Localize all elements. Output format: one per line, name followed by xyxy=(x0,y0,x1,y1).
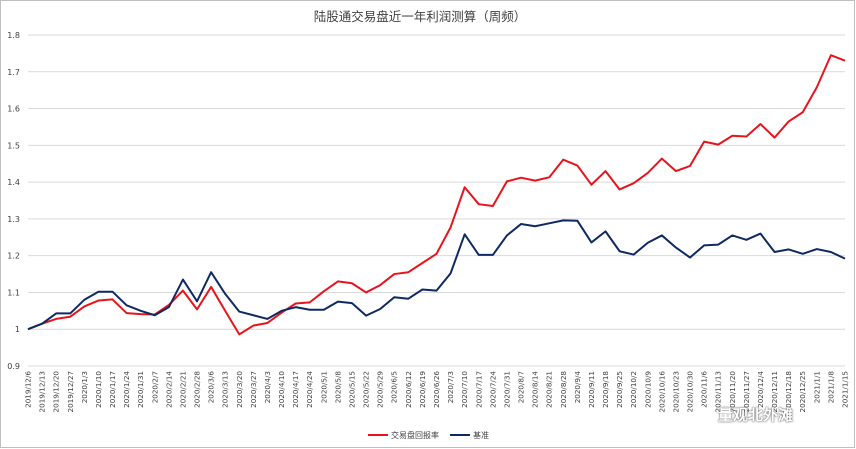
y-tick-label: 1.3 xyxy=(7,215,20,224)
x-tick-label: 2020/5/29 xyxy=(376,371,385,408)
chart-title: 陆股通交易盘近一年利润测算（周频） xyxy=(314,9,527,24)
x-tick-label: 2020/7/3 xyxy=(446,371,455,403)
y-tick-label: 1.5 xyxy=(7,141,20,150)
gridlines xyxy=(28,34,845,367)
x-tick-label: 2020/2/28 xyxy=(193,371,202,408)
legend: 交易盘回报率 基准 xyxy=(368,430,489,440)
x-tick-label: 2020/12/11 xyxy=(770,371,779,412)
x-tick-label: 2020/2/14 xyxy=(164,371,173,408)
watermark: 量观北外滩 xyxy=(692,403,793,425)
x-tick-label: 2020/5/22 xyxy=(362,371,371,408)
x-tick-label: 2020/8/14 xyxy=(531,371,540,408)
y-axis-ticks: 0.9 1 1.1 1.2 1.3 1.4 1.5 1.6 1.7 1.8 xyxy=(7,31,20,371)
y-tick-label: 1.2 xyxy=(7,252,20,261)
x-tick-label: 2019/12/13 xyxy=(38,371,47,412)
x-tick-label: 2020/10/30 xyxy=(686,371,695,413)
y-tick-label: 1.4 xyxy=(7,178,20,187)
x-tick-label: 2021/1/1 xyxy=(812,371,821,403)
x-tick-label: 2020/9/18 xyxy=(601,371,610,408)
x-tick-label: 2020/5/8 xyxy=(333,371,342,404)
watermark-text: 量观北外滩 xyxy=(718,405,794,424)
x-tick-label: 2020/4/17 xyxy=(291,371,300,408)
x-tick-label: 2021/1/15 xyxy=(841,371,850,408)
x-tick-label: 2020/1/24 xyxy=(122,371,131,408)
x-tick-label: 2020/1/3 xyxy=(80,371,89,403)
x-tick-label: 2020/5/1 xyxy=(319,371,328,403)
y-tick-label: 1.8 xyxy=(7,31,20,40)
x-tick-label: 2020/9/4 xyxy=(573,371,582,404)
x-tick-label: 2020/4/24 xyxy=(305,371,314,408)
y-tick-label: 1 xyxy=(15,325,20,334)
legend-label-series-2: 基准 xyxy=(473,430,489,440)
x-tick-label: 2020/7/24 xyxy=(488,371,497,408)
x-tick-label: 2020/3/6 xyxy=(207,371,216,404)
x-tick-label: 2020/11/6 xyxy=(700,371,709,408)
x-tick-label: 2020/4/10 xyxy=(277,371,286,408)
x-tick-label: 2020/10/9 xyxy=(643,371,652,408)
y-tick-label: 0.9 xyxy=(7,362,20,371)
x-tick-label: 2020/5/15 xyxy=(347,371,356,408)
y-tick-label: 1.1 xyxy=(7,288,20,297)
x-tick-label: 2020/2/21 xyxy=(178,371,187,408)
x-tick-label: 2020/1/17 xyxy=(108,371,117,408)
x-tick-label: 2020/11/27 xyxy=(742,371,751,412)
x-tick-label: 2019/12/20 xyxy=(52,371,61,413)
x-tick-label: 2020/8/28 xyxy=(559,371,568,408)
x-axis-ticks: 2019/12/6 2019/12/13 2019/12/20 2019/12/27 2… xyxy=(24,371,850,413)
x-tick-label: 2020/1/31 xyxy=(136,371,145,408)
x-tick-label: 2020/6/5 xyxy=(390,371,399,403)
x-tick-label: 2020/1/10 xyxy=(94,371,103,408)
x-tick-label: 2020/3/13 xyxy=(221,371,230,408)
x-tick-label: 2020/6/19 xyxy=(418,371,427,408)
series-line-1 xyxy=(27,54,846,336)
x-tick-label: 2020/10/2 xyxy=(629,371,638,408)
x-tick-label: 2020/9/11 xyxy=(587,371,596,408)
series-line-2 xyxy=(27,219,846,331)
x-tick-label: 2020/11/20 xyxy=(728,371,737,413)
x-tick-label: 2020/4/3 xyxy=(263,371,272,403)
x-tick-label: 2019/12/6 xyxy=(24,371,33,408)
x-tick-label: 2019/12/27 xyxy=(66,371,75,412)
wechat-icon xyxy=(692,405,713,422)
x-tick-label: 2020/10/16 xyxy=(657,371,666,413)
x-tick-label: 2020/12/25 xyxy=(798,371,807,412)
x-tick-label: 2020/6/26 xyxy=(432,371,441,408)
x-tick-label: 2020/7/31 xyxy=(502,371,511,408)
x-tick-label: 2020/3/20 xyxy=(235,371,244,408)
x-tick-label: 2020/10/23 xyxy=(671,371,680,412)
y-tick-label: 1.7 xyxy=(7,68,20,77)
x-tick-label: 2020/2/7 xyxy=(150,371,159,403)
x-tick-label: 2020/12/18 xyxy=(784,371,793,413)
series-lines xyxy=(27,54,846,336)
y-tick-label: 1.6 xyxy=(7,105,20,114)
x-tick-label: 2020/8/21 xyxy=(545,371,554,408)
x-tick-label: 2020/9/25 xyxy=(615,371,624,408)
x-tick-label: 2020/11/13 xyxy=(714,371,723,412)
x-tick-label: 2020/6/12 xyxy=(404,371,413,408)
legend-label-series-1: 交易盘回报率 xyxy=(391,430,439,440)
x-tick-label: 2020/7/10 xyxy=(460,371,469,408)
x-tick-label: 2020/3/27 xyxy=(249,371,258,408)
x-tick-label: 2020/12/4 xyxy=(756,371,765,408)
x-tick-label: 2020/8/7 xyxy=(517,371,526,403)
x-tick-label: 2020/7/17 xyxy=(474,371,483,408)
x-tick-label: 2021/1/8 xyxy=(826,371,835,404)
